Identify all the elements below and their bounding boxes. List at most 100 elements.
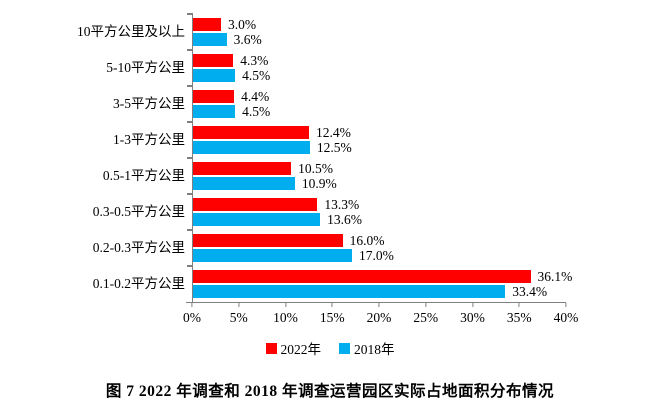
bar-2018年: [193, 33, 227, 46]
bar-line: 10.9%: [193, 177, 567, 190]
legend-swatch-2018年: [339, 342, 350, 354]
bar-2018年: [193, 213, 321, 226]
category-label: 5-10平方公里: [106, 60, 185, 76]
bar-2018年: [193, 141, 310, 154]
bar-2018年: [193, 69, 236, 82]
bar-line: 33.4%: [193, 285, 567, 298]
bar-line: 12.5%: [193, 141, 567, 154]
category-row: 0.1-0.2平方公里 36.1% 33.4%: [0, 265, 660, 302]
x-axis-tick: [425, 303, 427, 307]
legend: 2022年 2018年: [0, 338, 660, 358]
bar-value-label: 4.5%: [242, 68, 271, 83]
bar-value-label: 16.0%: [349, 233, 385, 248]
category-label: 0.3-0.5平方公里: [92, 204, 185, 220]
bar-line: 3.6%: [193, 33, 567, 46]
x-axis-label: 15%: [319, 310, 345, 325]
bar-2022年: [193, 54, 234, 67]
x-axis-tick: [471, 303, 474, 307]
bar-line: 10.5%: [193, 162, 567, 175]
bar-2022年: [193, 198, 318, 211]
bar-value-label: 17.0%: [358, 248, 394, 263]
bar-2018年: [193, 285, 506, 298]
category-bars: 16.0% 17.0%: [187, 229, 567, 266]
bar-2018年: [193, 105, 236, 118]
x-axis-label: 25%: [413, 310, 439, 325]
bar-value-label: 10.5%: [298, 161, 334, 176]
category-label: 0.2-0.3平方公里: [92, 240, 185, 256]
bar-line: 16.0%: [193, 234, 567, 247]
category-bars: 4.4% 4.5%: [187, 85, 567, 122]
bar-2022年: [193, 162, 292, 175]
figure-caption: 图 7 2022 年调查和 2018 年调查运营园区实际占地面积分布情况: [105, 383, 555, 400]
bar-value-label: 4.5%: [242, 104, 271, 119]
category-row: 0.5-1平方公里 10.5% 10.9%: [0, 157, 660, 194]
bar-line: 4.4%: [193, 90, 567, 103]
category-bars: 4.3% 4.5%: [187, 49, 567, 86]
x-axis-label: 0%: [183, 310, 201, 325]
category-row: 0.3-0.5平方公里 13.3% 13.6%: [0, 193, 660, 230]
x-axis-tick: [378, 303, 380, 307]
category-row: 5-10平方公里 4.3% 4.5%: [0, 49, 660, 86]
legend-item: 2018年: [339, 338, 395, 358]
bar-line: 13.3%: [193, 198, 567, 211]
category-bars: 13.3% 13.6%: [187, 193, 567, 230]
category-row: 0.2-0.3平方公里 16.0% 17.0%: [0, 229, 660, 266]
bar-value-label: 12.5%: [316, 140, 352, 155]
bar-2022年: [193, 126, 309, 139]
legend-label: 2018年: [354, 342, 395, 357]
bar-2022年: [193, 18, 222, 31]
bar-line: 4.3%: [193, 54, 567, 67]
category-bars: 10.5% 10.9%: [187, 157, 567, 194]
bar-value-label: 13.3%: [324, 197, 360, 212]
bar-value-label: 4.3%: [240, 53, 269, 68]
category-bars: 3.0% 3.6%: [187, 13, 567, 50]
legend-label: 2022年: [280, 342, 322, 357]
x-axis-label: 5%: [229, 310, 248, 325]
bar-line: 3.0%: [193, 18, 567, 31]
x-axis-label: 30%: [460, 310, 485, 325]
bar-2022年: [193, 90, 235, 103]
bar-line: 13.6%: [193, 213, 567, 226]
bar-value-label: 10.9%: [301, 176, 337, 191]
category-row: 1-3平方公里 12.4% 12.5%: [0, 121, 660, 158]
category-label: 10平方公里及以上: [77, 24, 185, 40]
bar-value-label: 13.6%: [327, 212, 363, 227]
x-axis-tick: [331, 303, 333, 307]
bar-line: 12.4%: [193, 126, 567, 139]
x-axis-tick: [191, 303, 193, 307]
x-axis-label: 35%: [506, 310, 532, 325]
x-axis-label: 40%: [553, 310, 579, 325]
x-axis-tick: [565, 303, 567, 307]
bar-2018年: [193, 177, 295, 190]
x-axis-label: 10%: [273, 310, 298, 325]
category-label: 0.5-1平方公里: [102, 168, 185, 184]
category-row: 3-5平方公里 4.4% 4.5%: [0, 85, 660, 122]
bar-2022年: [193, 270, 531, 283]
bar-line: 17.0%: [193, 249, 567, 262]
x-axis-tick: [284, 303, 287, 307]
bar-value-label: 36.1%: [537, 269, 573, 284]
category-label: 3-5平方公里: [113, 96, 185, 112]
bar-value-label: 33.4%: [512, 284, 548, 299]
category-label: 0.1-0.2平方公里: [92, 276, 185, 292]
category-bars: 12.4% 12.5%: [187, 121, 567, 158]
bar-line: 4.5%: [193, 105, 567, 118]
x-axis-tick: [238, 303, 240, 307]
plot-area: 10平方公里及以上 3.0% 3.6% 5-10平方公里 4.3% 4.5% 3-5平方公里…: [0, 13, 660, 302]
category-bars: 36.1% 33.4%: [187, 265, 572, 302]
bar-value-label: 4.4%: [241, 89, 270, 104]
bar-value-label: 12.4%: [315, 125, 351, 140]
bar-chart: 10平方公里及以上 3.0% 3.6% 5-10平方公里 4.3% 4.5% 3-5平方公里…: [0, 13, 660, 358]
x-axis: 0% 5% 10% 15% 20% 25% 30% 35% 40%: [183, 301, 578, 330]
bar-line: 4.5%: [193, 69, 567, 82]
bar-value-label: 3.0%: [228, 17, 257, 32]
legend-item: 2022年: [265, 338, 322, 358]
category-row: 10平方公里及以上 3.0% 3.6%: [0, 13, 660, 50]
bar-2018年: [193, 249, 352, 262]
bar-value-label: 3.6%: [233, 32, 262, 47]
legend-swatch-2022年: [265, 342, 277, 354]
bar-2022年: [193, 234, 343, 247]
category-label: 1-3平方公里: [113, 132, 185, 148]
x-axis-tick: [518, 303, 520, 307]
